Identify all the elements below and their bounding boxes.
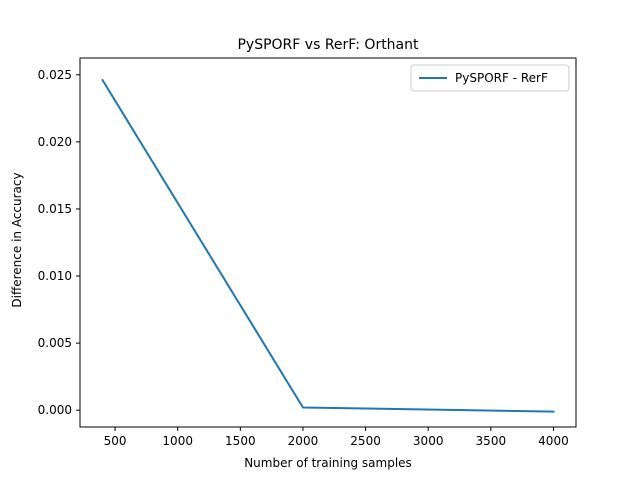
x-axis-label: Number of training samples bbox=[244, 456, 412, 470]
y-tick-label: 0.020 bbox=[38, 135, 72, 149]
y-axis-label: Difference in Accuracy bbox=[10, 172, 24, 307]
y-tick-label: 0.010 bbox=[38, 269, 72, 283]
x-tick-label: 3500 bbox=[476, 434, 507, 448]
y-tick-label: 0.015 bbox=[38, 202, 72, 216]
legend: PySPORF - RerF bbox=[410, 64, 570, 92]
x-axis: 500 1000 1500 2000 2500 3000 3500 4000 bbox=[104, 427, 569, 448]
y-tick-label: 0.005 bbox=[38, 336, 72, 350]
x-tick-label: 2000 bbox=[288, 434, 319, 448]
chart-title: PySPORF vs RerF: Orthant bbox=[237, 37, 419, 53]
y-axis: 0.000 0.005 0.010 0.015 0.020 0.025 bbox=[38, 68, 80, 417]
x-tick-label: 2500 bbox=[350, 434, 381, 448]
x-tick-label: 500 bbox=[104, 434, 127, 448]
y-tick-label: 0.025 bbox=[38, 68, 72, 82]
legend-box bbox=[410, 64, 570, 92]
x-tick-label: 4000 bbox=[538, 434, 569, 448]
x-tick-label: 3000 bbox=[413, 434, 444, 448]
series-line-0 bbox=[101, 78, 555, 413]
legend-label-0: PySPORF - RerF bbox=[455, 71, 548, 85]
x-tick-label: 1500 bbox=[225, 434, 256, 448]
y-tick-label: 0.000 bbox=[38, 403, 72, 417]
plot-area bbox=[79, 57, 577, 428]
axes-frame bbox=[79, 57, 577, 428]
x-tick-label: 1000 bbox=[162, 434, 193, 448]
